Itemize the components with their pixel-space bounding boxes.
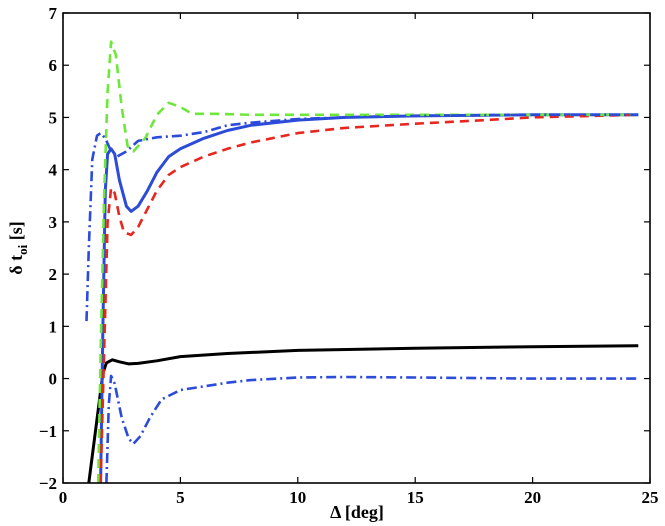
series-line-1 (87, 344, 639, 483)
series-line-3 (99, 113, 639, 483)
series-line-6 (105, 374, 639, 483)
y-tick-label: 5 (49, 108, 58, 127)
y-axis-label-subscript: oi (15, 244, 30, 255)
y-tick-label: 6 (49, 56, 58, 75)
y-tick-label: 1 (49, 317, 58, 336)
y-tick-label: 7 (49, 4, 58, 23)
series-line-5 (85, 113, 639, 322)
y-tick-label: 2 (49, 265, 58, 284)
series-line-4 (96, 40, 639, 483)
x-tick-label: 5 (176, 488, 185, 507)
y-tick-label: 3 (49, 213, 58, 232)
y-tick-label: 0 (49, 370, 58, 389)
y-axis-label-main: δ t (6, 255, 26, 275)
x-tick-label: 20 (524, 488, 541, 507)
x-axis-label: Δ [deg] (330, 502, 384, 522)
x-tick-label: 25 (642, 488, 659, 507)
y-tick-label: 4 (49, 161, 58, 180)
x-tick-label: 10 (289, 488, 306, 507)
y-tick-label: −2 (39, 474, 57, 493)
y-tick-label: −1 (39, 422, 57, 441)
x-tick-label: 15 (407, 488, 424, 507)
x-tick-label: 0 (59, 488, 68, 507)
plot-frame (62, 12, 651, 484)
y-axis-label: δ toi [s] (6, 221, 30, 274)
series-layer (85, 40, 639, 483)
y-axis-label-unit: [s] (6, 221, 26, 245)
ticks-layer: 0 5 10 15 20 25 −2 −1 0 1 2 3 4 5 6 7 (39, 4, 659, 507)
series-line-2 (99, 113, 639, 483)
